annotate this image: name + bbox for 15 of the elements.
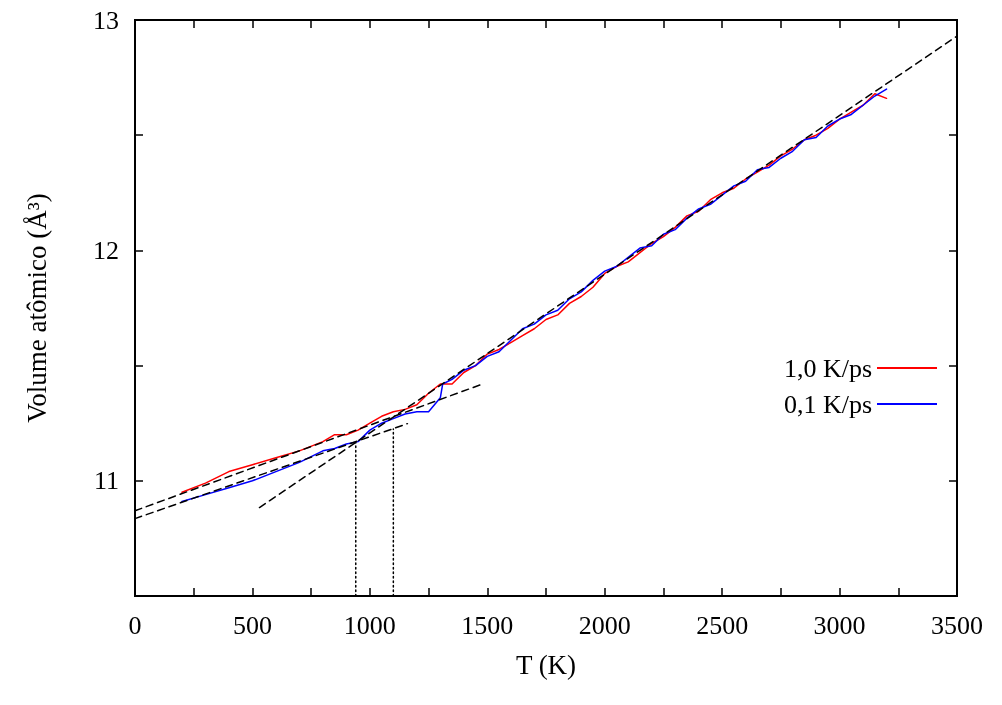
x-tick-label: 3500 — [931, 610, 983, 640]
x-tick-label: 0 — [128, 610, 142, 640]
legend-label: 1,0 K/ps — [783, 353, 872, 383]
x-tick-label: 500 — [232, 610, 272, 640]
x-tick-label: 1000 — [343, 610, 396, 640]
y-tick-label: 13 — [93, 5, 119, 35]
x-tick-label: 1500 — [461, 610, 514, 640]
x-axis-title: T (K) — [515, 649, 577, 680]
x-tick-label: 2500 — [696, 610, 749, 640]
y-axis-title: Volume atômico (Å³) — [21, 193, 52, 423]
legend-label: 0,1 K/ps — [783, 389, 872, 419]
x-tick-label: 3000 — [813, 610, 866, 640]
x-tick-label: 2000 — [578, 610, 631, 640]
y-tick-label: 12 — [93, 235, 119, 265]
y-tick-label: 11 — [93, 466, 119, 496]
